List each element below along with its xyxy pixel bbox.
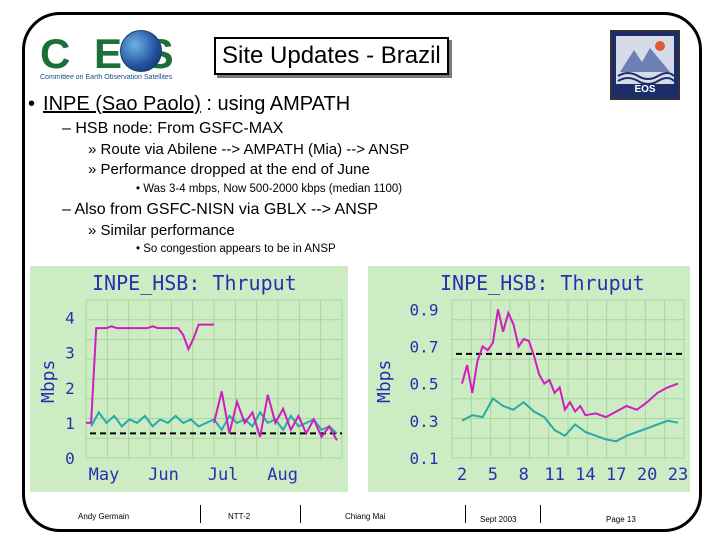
- slide-frame: [22, 12, 702, 532]
- bullet-text: Performance dropped at the end of June: [100, 161, 370, 178]
- chart-thruput-left: INPE_HSB: Thruput Mbps 0 1 2 3 4 May Jun Jul Aug: [30, 266, 348, 492]
- x-tick-label: Aug: [267, 465, 298, 485]
- x-tick-label: Jun: [148, 465, 179, 485]
- footer-divider: [300, 505, 301, 523]
- x-tick-label: 14: [575, 465, 595, 485]
- y-tick-label: 0.9: [410, 300, 439, 319]
- dash-marker: –: [62, 120, 71, 137]
- eos-logo-text: EOS: [634, 84, 656, 95]
- bullet-text: HSB node: From GSFC-MAX: [75, 120, 284, 137]
- y-tick-label: 0: [65, 449, 75, 468]
- series-line-0: [461, 309, 679, 419]
- dash-marker: –: [62, 201, 71, 218]
- y-tick-label: 3: [65, 344, 75, 363]
- bullet-rest: : using AMPATH: [200, 93, 351, 115]
- footer-divider: [465, 505, 466, 523]
- x-tick-label: 8: [519, 465, 529, 485]
- chart-title: INPE_HSB: Thruput: [92, 271, 297, 295]
- y-axis-label: Mbps: [374, 360, 395, 403]
- y-tick-label: 2: [65, 379, 75, 398]
- footer-date: Sept 2003: [480, 515, 517, 524]
- dot-marker: •: [136, 183, 141, 195]
- y-axis-label: Mbps: [38, 360, 59, 403]
- footer-page: Page 13: [606, 515, 636, 524]
- bullet-level4-1: • Was 3-4 mbps, Now 500-2000 kbps (media…: [136, 183, 402, 195]
- y-tick-label: 0.3: [410, 412, 439, 431]
- bullet-text: So congestion appears to be in ANSP: [143, 243, 336, 255]
- eos-emblem-icon: [616, 36, 675, 85]
- series-line-1: [461, 397, 679, 443]
- y-tick-label: 0.5: [410, 375, 439, 394]
- eos-logo: EOS: [610, 30, 680, 100]
- y-tick-label: 0.7: [410, 337, 439, 356]
- bullet-level2-2: – Also from GSFC-NISN via GBLX --> ANSP: [62, 201, 378, 219]
- ceos-logo: C E S Committee on Earth Observation Sat…: [40, 28, 190, 88]
- series-line-2: [213, 391, 338, 441]
- bullet-lead: INPE (Sao Paolo): [43, 93, 201, 115]
- x-tick-label: Jul: [208, 465, 239, 485]
- x-tick-label: 5: [488, 465, 498, 485]
- y-tick-label: 0.1: [410, 449, 439, 468]
- series-line-0: [86, 323, 214, 424]
- globe-icon: [120, 30, 162, 72]
- bullet-text: Also from GSFC-NISN via GBLX --> ANSP: [74, 201, 379, 218]
- footer-divider: [200, 505, 201, 523]
- y-tick-label: 4: [65, 309, 75, 328]
- x-tick-label: 20: [637, 465, 657, 485]
- footer-divider: [540, 505, 541, 523]
- footer-event: NTT-2: [228, 512, 251, 521]
- x-tick-label: 11: [544, 465, 564, 485]
- bullet-text: Route via Abilene --> AMPATH (Mia) --> A…: [100, 141, 410, 158]
- x-tick-label: 2: [457, 465, 467, 485]
- ceos-logo-subtitle: Committee on Earth Observation Satellite…: [40, 74, 173, 81]
- x-tick-label: 23: [668, 465, 688, 485]
- bullet-level1-1: • INPE (Sao Paolo) : using AMPATH: [28, 93, 350, 116]
- x-tick-label: May: [89, 465, 120, 485]
- bullet-level4-2: • So congestion appears to be in ANSP: [136, 243, 336, 255]
- bullet-level3-3: » Similar performance: [88, 222, 235, 239]
- bullet-level3-1: » Route via Abilene --> AMPATH (Mia) -->…: [88, 141, 409, 158]
- bullet-text: Similar performance: [100, 222, 235, 239]
- x-tick-label: 17: [606, 465, 626, 485]
- footer-author: Andy Germain: [78, 512, 130, 521]
- slide-title: Site Updates - Brazil: [214, 37, 449, 75]
- raquo-marker: »: [88, 141, 97, 158]
- bullet-text: Was 3-4 mbps, Now 500-2000 kbps (median …: [143, 183, 403, 195]
- bullet-dot: •: [28, 93, 36, 115]
- chart-title: INPE_HSB: Thruput: [440, 271, 645, 295]
- dot-marker: •: [136, 243, 141, 255]
- bullet-level3-2: » Performance dropped at the end of June: [88, 161, 370, 178]
- y-tick-label: 1: [65, 414, 75, 433]
- footer-location: Chiang Mai: [345, 512, 386, 521]
- raquo-marker: »: [88, 222, 97, 239]
- bullet-level2-1: – HSB node: From GSFC-MAX: [62, 120, 283, 138]
- raquo-marker: »: [88, 161, 97, 178]
